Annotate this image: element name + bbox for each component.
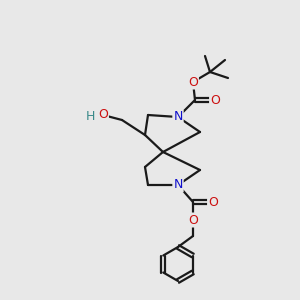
Text: O: O: [188, 214, 198, 226]
Text: O: O: [208, 196, 218, 208]
Text: H: H: [85, 110, 95, 124]
Text: N: N: [173, 178, 183, 191]
Text: O: O: [210, 94, 220, 106]
Text: N: N: [173, 110, 183, 124]
Text: O: O: [98, 109, 108, 122]
Text: O: O: [188, 76, 198, 88]
